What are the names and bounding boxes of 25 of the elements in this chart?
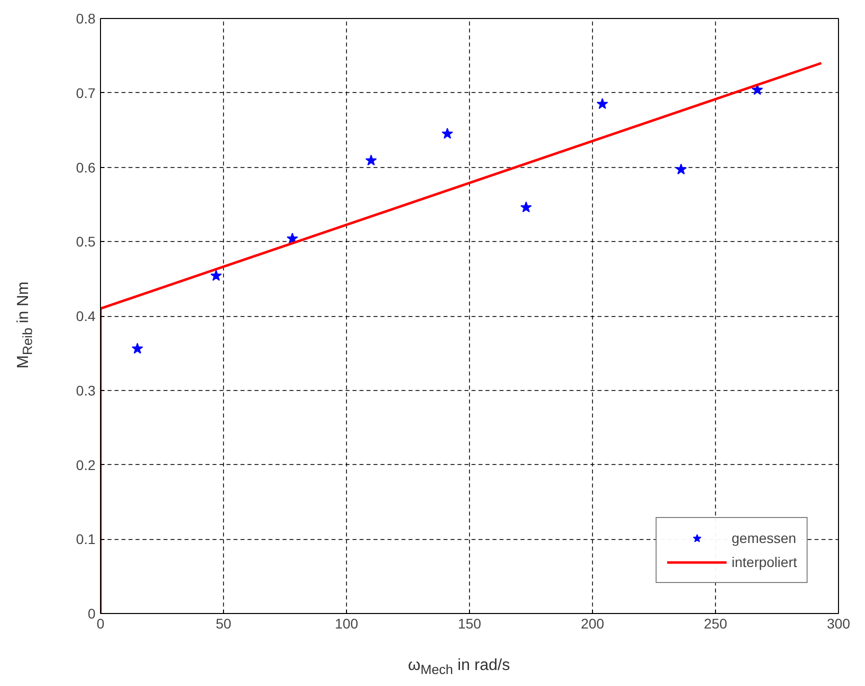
x-tick-label: 50 xyxy=(216,616,232,632)
y-tick-label: 0.1 xyxy=(76,531,96,548)
y-tick-label: 0.8 xyxy=(76,10,96,26)
x-tick-label: 100 xyxy=(334,616,358,632)
point xyxy=(675,163,687,174)
x-axis-title: ω$_{Mech}$ in rad/s xyxy=(406,656,511,680)
legend-label: gemessen xyxy=(732,530,796,546)
point xyxy=(596,98,608,109)
y-tick-label: 0.2 xyxy=(76,456,96,473)
y-tick-label: 0.6 xyxy=(76,159,96,176)
y-tick-label: 0.4 xyxy=(76,308,96,324)
y-tick-label: 0.3 xyxy=(76,382,96,398)
x-tick-label: 300 xyxy=(826,616,850,632)
point xyxy=(520,201,532,212)
point xyxy=(442,128,454,139)
y-tick-label: 0 xyxy=(88,606,96,622)
point xyxy=(365,154,377,166)
x-tick-label: 200 xyxy=(580,616,604,632)
y-tick-label: 0.5 xyxy=(76,234,96,250)
legend-label: interpoliert xyxy=(732,554,797,570)
y-tick-label: 0.7 xyxy=(76,84,96,101)
point xyxy=(132,342,144,354)
point xyxy=(210,270,222,281)
x-tick-label: 250 xyxy=(704,616,728,632)
x-tick-label: 150 xyxy=(458,616,482,632)
